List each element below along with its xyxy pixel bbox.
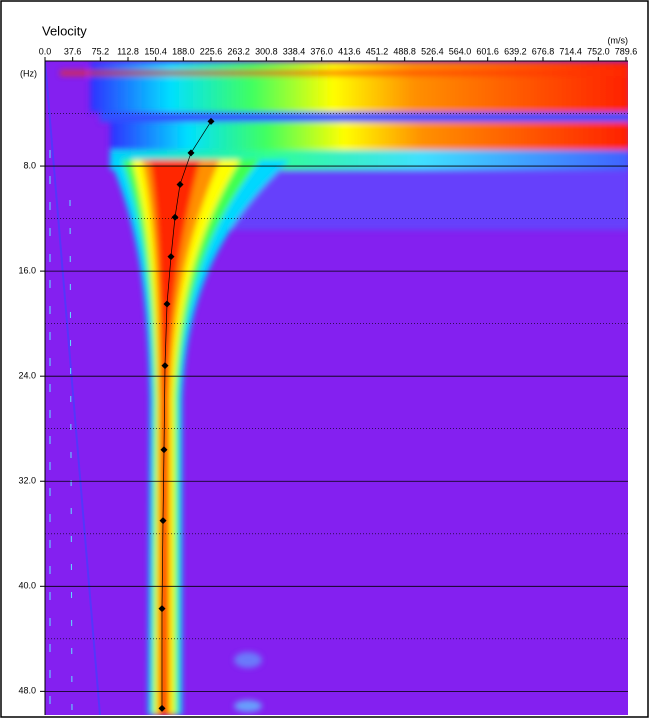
y-tick-label: 24.0 — [18, 371, 36, 381]
x-tick-label: 37.6 — [64, 46, 82, 56]
x-tick-label: 338.4 — [283, 46, 306, 56]
x-tick-label: 601.6 — [476, 46, 499, 56]
x-tick-label: 639.2 — [504, 46, 527, 56]
picked-point — [158, 605, 166, 613]
x-tick-label: 263.2 — [227, 46, 250, 56]
x-tick-label: 789.6 — [615, 46, 638, 56]
x-tick-label: 526.4 — [421, 46, 444, 56]
chart-title: Velocity — [42, 23, 87, 38]
x-tick-label: 714.4 — [559, 46, 582, 56]
y-axis-label: (Hz) — [20, 68, 37, 78]
dispersion-image — [45, 61, 628, 715]
y-tick-label: 16.0 — [18, 265, 36, 275]
x-tick-label: 75.2 — [92, 46, 110, 56]
x-tick-label: 413.6 — [338, 46, 361, 56]
picked-point — [161, 362, 169, 370]
picked-point — [158, 704, 166, 712]
y-tick-label: 40.0 — [18, 581, 36, 591]
x-tick-label: 112.8 — [117, 46, 139, 56]
y-tick-label: 8.0 — [23, 160, 36, 170]
picked-point — [159, 517, 167, 525]
x-tick-label: 225.6 — [200, 46, 223, 56]
heatmap-band — [110, 122, 628, 150]
heatmap-band — [60, 70, 628, 76]
x-tick-label: 188.0 — [172, 46, 195, 56]
picked-point — [167, 253, 175, 261]
y-tick-label: 48.0 — [18, 686, 36, 696]
x-tick-label: 0.0 — [39, 46, 52, 56]
picked-point — [171, 213, 179, 221]
x-tick-label: 752.0 — [587, 46, 610, 56]
x-tick-label: 451.2 — [366, 46, 389, 56]
heatmap-streak — [45, 61, 101, 715]
heatmap-blob — [234, 652, 262, 668]
picked-point — [160, 446, 168, 454]
x-axis-label: (m/s) — [608, 35, 629, 45]
x-tick-label: 488.8 — [393, 46, 416, 56]
picked-point — [187, 149, 195, 157]
picked-point — [207, 117, 215, 125]
picked-point — [176, 180, 184, 188]
x-tick-label: 564.0 — [449, 46, 472, 56]
heatmap-streak — [69, 199, 73, 715]
x-tick-label: 150.4 — [144, 46, 167, 56]
picked-point — [163, 300, 171, 308]
x-tick-label: 300.8 — [255, 46, 278, 56]
heatmap-blob — [234, 700, 262, 712]
heatmap-band — [100, 112, 628, 122]
x-tick-label: 676.8 — [532, 46, 555, 56]
y-tick-label: 32.0 — [18, 476, 36, 486]
x-tick-label: 376.0 — [310, 46, 333, 56]
heatmap-band — [90, 62, 628, 112]
